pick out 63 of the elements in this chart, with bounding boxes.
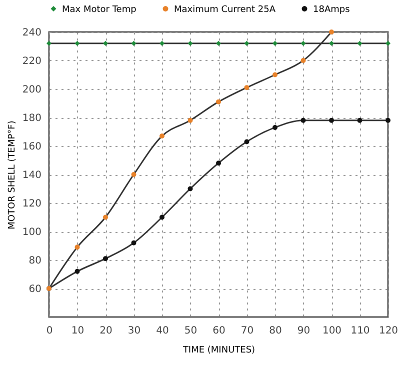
point bbox=[386, 40, 390, 46]
x-tick-label: 90 bbox=[297, 326, 310, 336]
x-tick-label: 20 bbox=[100, 326, 112, 336]
point bbox=[300, 58, 306, 63]
x-tick-label: 110 bbox=[350, 326, 370, 336]
x-axis-title: TIME (MINUTES) bbox=[182, 346, 256, 356]
point bbox=[46, 40, 52, 46]
y-tick-label: 160 bbox=[22, 142, 42, 152]
point bbox=[329, 40, 334, 46]
y-tick-label: 140 bbox=[22, 170, 42, 181]
x-tick-label: 100 bbox=[322, 326, 342, 336]
y-tick-label: 220 bbox=[22, 56, 42, 67]
y-tick-label: 180 bbox=[22, 113, 42, 124]
y-tick-label: 100 bbox=[22, 227, 42, 238]
x-tick-label: 0 bbox=[46, 326, 53, 336]
point bbox=[74, 244, 80, 250]
point bbox=[272, 124, 278, 130]
point bbox=[300, 40, 306, 46]
point bbox=[216, 99, 221, 104]
point bbox=[131, 240, 136, 246]
point bbox=[244, 139, 250, 144]
point bbox=[188, 186, 193, 192]
legend-label: Maximum Current 25A bbox=[174, 4, 276, 15]
point bbox=[160, 134, 164, 139]
x-tick-label: 80 bbox=[269, 326, 282, 336]
x-tick-label: 70 bbox=[240, 326, 254, 336]
point bbox=[103, 40, 108, 46]
point bbox=[74, 40, 80, 46]
point bbox=[216, 40, 221, 46]
point bbox=[386, 118, 390, 123]
x-tick-label: 10 bbox=[71, 326, 84, 336]
point bbox=[74, 268, 80, 274]
point bbox=[131, 172, 136, 177]
y-tick-label: 200 bbox=[22, 84, 42, 96]
x-tick-label: 120 bbox=[378, 326, 398, 336]
point bbox=[244, 85, 250, 90]
point bbox=[272, 40, 278, 46]
y-axis-title: MOTOR SHELL (TEMP°F) bbox=[7, 120, 18, 230]
point bbox=[329, 30, 334, 34]
y-tick-label: 240 bbox=[22, 28, 42, 38]
point bbox=[160, 40, 164, 46]
x-tick-label: 60 bbox=[212, 326, 226, 336]
point bbox=[272, 72, 278, 78]
x-tick-label: 50 bbox=[184, 326, 198, 336]
point bbox=[103, 214, 108, 220]
x-tick-label: 40 bbox=[156, 326, 169, 336]
point bbox=[300, 118, 306, 123]
point bbox=[188, 118, 193, 123]
y-tick-label: 60 bbox=[28, 284, 42, 295]
point bbox=[329, 118, 334, 123]
point bbox=[244, 40, 250, 46]
point bbox=[216, 160, 221, 166]
y-tick-label: 120 bbox=[22, 198, 42, 210]
point bbox=[357, 118, 362, 123]
point bbox=[160, 214, 164, 220]
point bbox=[131, 40, 136, 46]
legend-label: 18Amps bbox=[313, 4, 350, 15]
x-tick-label: 30 bbox=[128, 326, 141, 336]
legend-label: Max Motor Temp bbox=[62, 4, 137, 15]
point bbox=[188, 40, 193, 46]
point bbox=[357, 40, 362, 46]
point bbox=[103, 256, 108, 262]
y-tick-label: 80 bbox=[28, 256, 42, 266]
